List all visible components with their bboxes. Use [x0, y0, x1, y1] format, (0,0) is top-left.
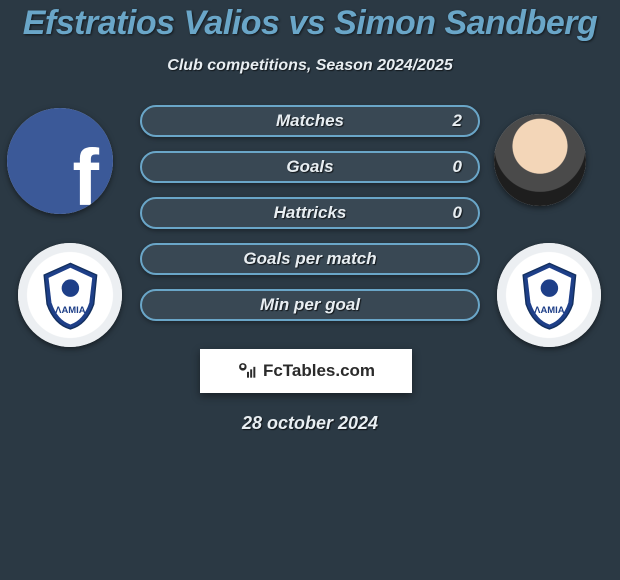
crest-text: ΛΑΜΙΑ	[534, 304, 565, 315]
page-title: Efstratios Valios vs Simon Sandberg	[0, 4, 620, 43]
stat-bar: Matches 2	[140, 105, 480, 137]
stat-bar-value-right: 0	[453, 157, 462, 177]
club-right-crest: ΛΑΜΙΑ	[497, 243, 601, 347]
stat-bar: Goals 0	[140, 151, 480, 183]
player-right-avatar	[494, 114, 586, 206]
date-line: 28 october 2024	[0, 413, 620, 434]
social-placeholder-icon	[7, 108, 113, 214]
crest-text: ΛΑΜΙΑ	[55, 304, 86, 315]
brand-text: FcTables.com	[263, 361, 375, 381]
club-left-crest: ΛΑΜΙΑ	[18, 243, 122, 347]
stat-bar-value-right: 2	[453, 111, 462, 131]
stat-bar-label: Matches	[276, 111, 344, 131]
soccer-chart-icon	[237, 361, 257, 381]
stat-bar-label: Min per goal	[260, 295, 360, 315]
stat-bar-label: Goals	[286, 157, 333, 177]
stat-bar: Goals per match	[140, 243, 480, 275]
player-left-avatar	[7, 108, 113, 214]
photo-placeholder-icon	[494, 114, 586, 206]
stat-bar: Hattricks 0	[140, 197, 480, 229]
header: Efstratios Valios vs Simon Sandberg Club…	[0, 0, 620, 75]
comparison-bars: Matches 2 Goals 0 Hattricks 0 Goals per match M…	[140, 105, 480, 335]
stat-bar-value-right: 0	[453, 203, 462, 223]
crest-icon: ΛΑΜΙΑ	[497, 243, 601, 347]
stat-bar-label: Goals per match	[243, 249, 376, 269]
brand-badge: FcTables.com	[200, 349, 412, 393]
stat-bar: Min per goal	[140, 289, 480, 321]
crest-icon: ΛΑΜΙΑ	[18, 243, 122, 347]
stat-bar-label: Hattricks	[274, 203, 347, 223]
page-subtitle: Club competitions, Season 2024/2025	[0, 57, 620, 75]
